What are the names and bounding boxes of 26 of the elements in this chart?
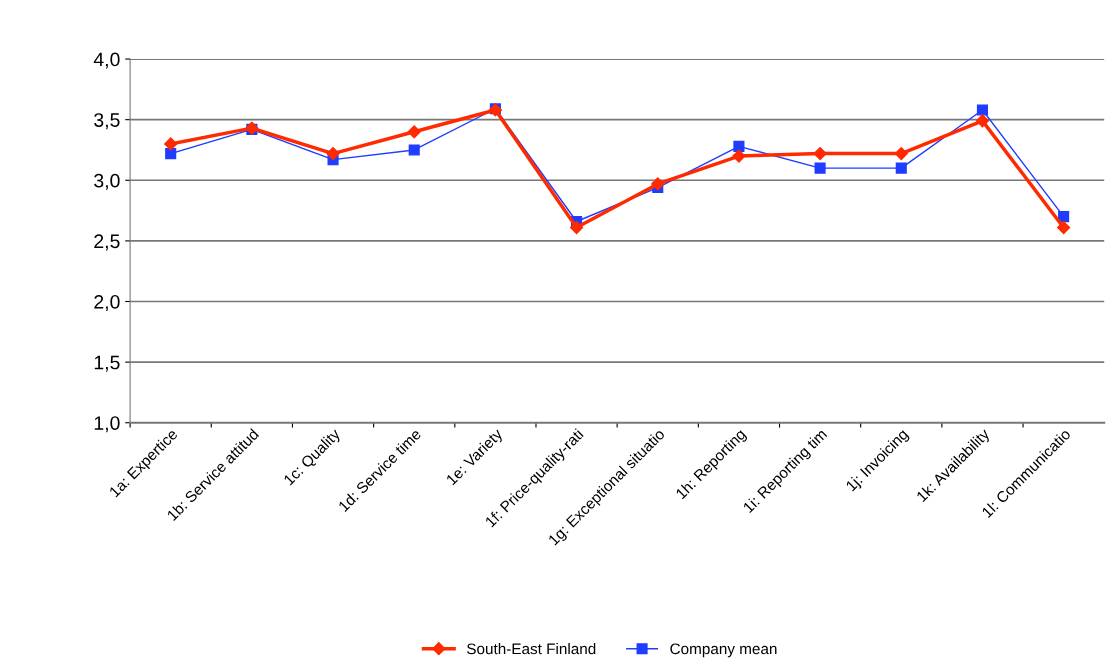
point [407, 125, 421, 139]
y-tick-label: 1,0 [94, 416, 120, 433]
point [732, 149, 746, 163]
point [1057, 220, 1071, 235]
point [733, 140, 745, 152]
y-tick-label: 3,0 [94, 173, 120, 190]
legend-label: South-East Finland [467, 643, 596, 655]
point [1058, 211, 1070, 223]
point [165, 148, 177, 160]
y-tick-label: 4,0 [93, 52, 120, 69]
y-tick-label: 3,5 [94, 113, 120, 130]
point [813, 147, 827, 161]
point [569, 220, 584, 235]
point [326, 147, 340, 161]
point [164, 137, 178, 151]
y-tick-label: 1,5 [94, 355, 120, 372]
point [408, 144, 420, 156]
point [976, 104, 989, 116]
point [814, 162, 826, 174]
point [894, 147, 908, 161]
point [651, 177, 665, 191]
point [975, 114, 990, 128]
legend-label: Company mean [670, 643, 777, 658]
y-tick-label: 2,5 [94, 234, 120, 251]
y-tick-label: 2,0 [94, 294, 120, 312]
point [895, 162, 907, 174]
